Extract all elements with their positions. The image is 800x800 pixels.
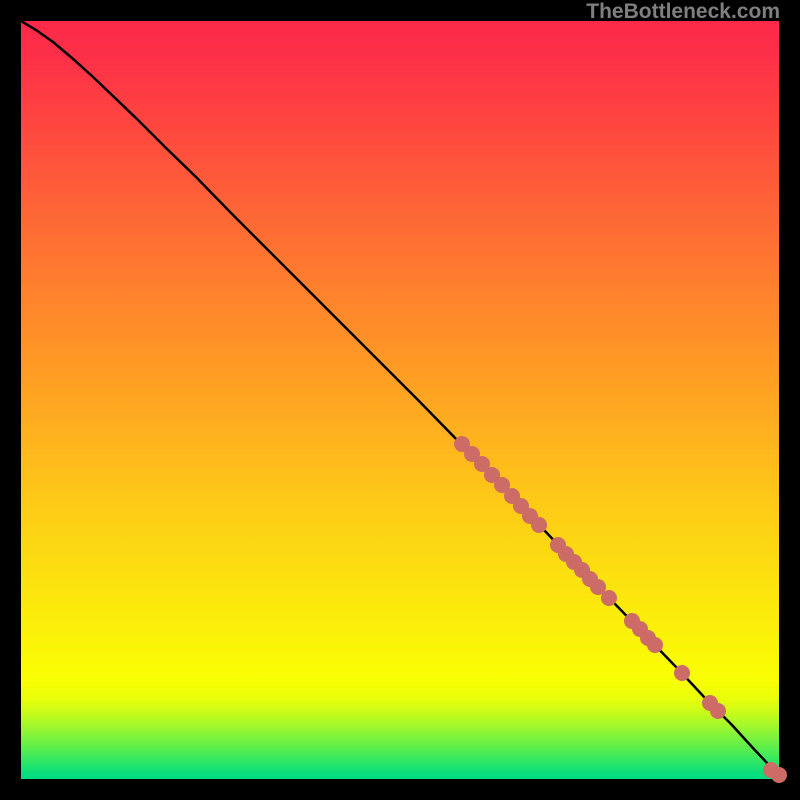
performance-marker xyxy=(601,590,617,606)
performance-marker xyxy=(674,665,690,681)
chart-container: TheBottleneck.com xyxy=(0,0,800,800)
bottleneck-curve xyxy=(21,21,779,775)
performance-marker xyxy=(531,517,547,533)
watermark-text: TheBottleneck.com xyxy=(586,0,780,24)
performance-marker xyxy=(771,767,787,783)
performance-marker xyxy=(710,703,726,719)
performance-marker xyxy=(647,637,663,653)
chart-svg-overlay xyxy=(0,0,800,800)
